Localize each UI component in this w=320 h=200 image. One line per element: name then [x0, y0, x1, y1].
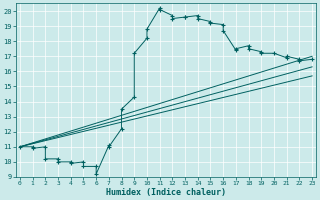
X-axis label: Humidex (Indice chaleur): Humidex (Indice chaleur) [106, 188, 226, 197]
